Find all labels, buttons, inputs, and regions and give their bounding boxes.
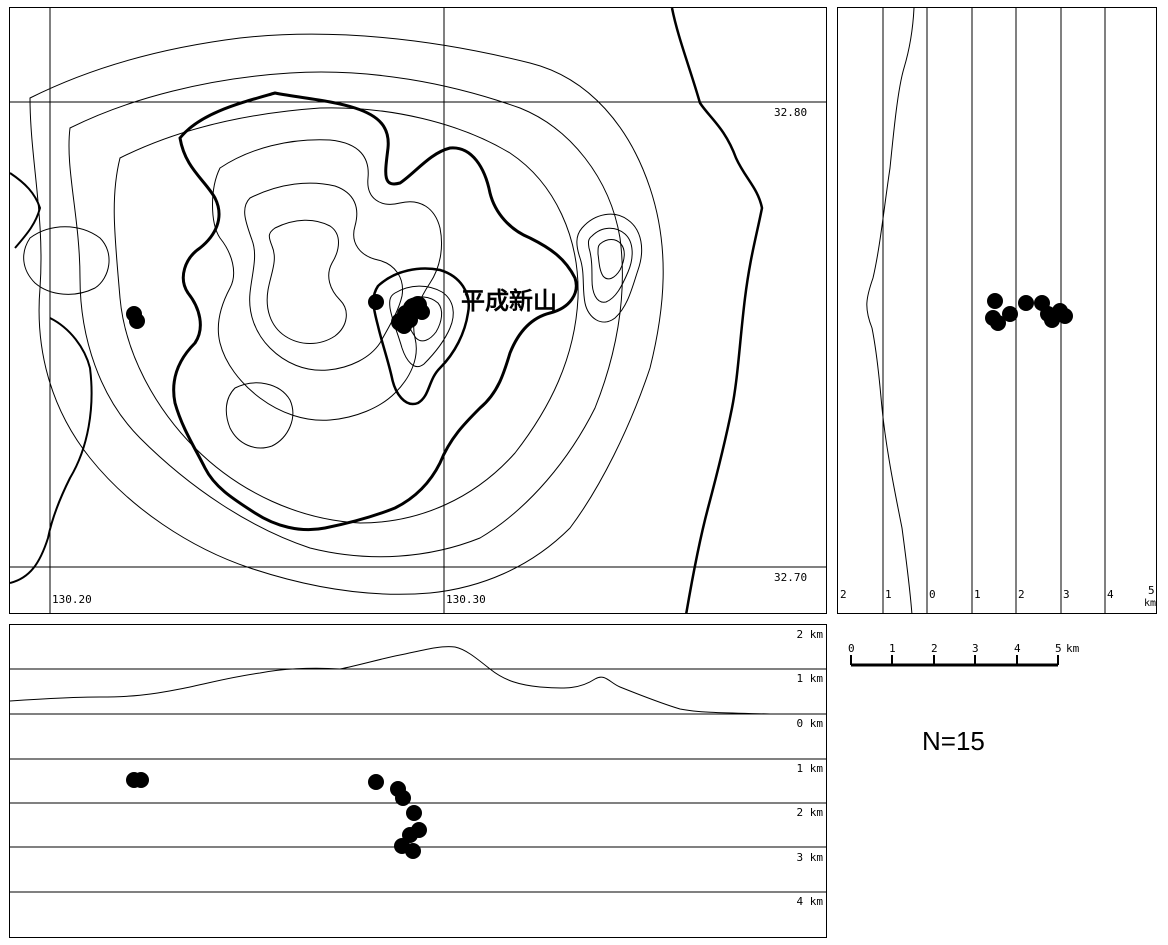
epicenter [129, 313, 145, 329]
depth-section-plot [10, 646, 826, 893]
ns-tick-label: 0 [929, 588, 936, 601]
event-count: N=15 [922, 726, 985, 756]
coastline-east [670, 8, 764, 613]
hypocenter [406, 805, 422, 821]
depth-label: 1 km [796, 762, 824, 775]
contour-dome-1 [372, 267, 471, 406]
contour-inner-1 [212, 139, 443, 421]
lat-label-3280: 32.80 [774, 106, 808, 119]
ns-tick-label: 2 [840, 588, 847, 601]
scale-tick-label: 5 [1055, 642, 1062, 655]
contour-outer-2 [68, 71, 623, 558]
contour-east-peak-2 [587, 227, 633, 303]
ns-unit-label: km [1144, 598, 1157, 609]
hypocenter [1002, 306, 1018, 322]
depth-hypocenters [126, 772, 427, 859]
contour-inner-3 [266, 219, 347, 344]
contour-main-thick [172, 91, 578, 532]
scale-unit-label: km [1066, 642, 1080, 655]
hypocenter [987, 293, 1003, 309]
depth-label: 3 km [796, 851, 824, 864]
contour-west-hill-2 [225, 382, 294, 449]
scale-tick-label: 0 [848, 642, 855, 655]
ns-tick-label: 1 [974, 588, 981, 601]
hypocenter [395, 790, 411, 806]
coastline-west-upper [10, 172, 42, 249]
hypocenter [1057, 308, 1073, 324]
hypocenter [402, 827, 418, 843]
epicenters [126, 294, 430, 334]
contour-east-peak-1 [576, 213, 643, 323]
hypocenter [405, 843, 421, 859]
scale-tick-label: 4 [1014, 642, 1021, 655]
scale-tick-label: 1 [889, 642, 896, 655]
ns-topography-profile [866, 8, 915, 613]
coastline-west-lower [10, 317, 93, 584]
contour-east-peak-3 [597, 239, 625, 280]
lon-label-13030: 130.30 [446, 593, 486, 606]
depth-label: 2 km [796, 628, 824, 641]
lat-label-3270: 32.70 [774, 571, 808, 584]
depth-label: 4 km [796, 895, 824, 908]
depth-label: 1 km [796, 672, 824, 685]
epicenter [414, 304, 430, 320]
contour-outer-1 [29, 33, 664, 595]
ns-tick-label: 1 [885, 588, 892, 601]
contour-dome-2 [389, 285, 454, 368]
epicenter [368, 294, 384, 310]
ns-hypocenters [985, 293, 1073, 331]
lon-label-13020: 130.20 [52, 593, 92, 606]
ns-cross-section: 2 1 0 1 2 3 4 5 km [837, 7, 1157, 614]
hypocenter [368, 774, 384, 790]
contour-west-hill [23, 226, 110, 295]
hypocenter [133, 772, 149, 788]
place-label-heisei-shinzan: 平成新山 [461, 287, 557, 315]
scale-bar-graphic [850, 655, 1059, 667]
hypocenter [990, 315, 1006, 331]
hypocenter [1018, 295, 1034, 311]
contour-outer-3 [113, 107, 579, 524]
ns-tick-label: 4 [1107, 588, 1114, 601]
topographic-contours [10, 8, 826, 613]
depth-label: 0 km [796, 717, 824, 730]
ns-tick-label: 5 [1148, 584, 1155, 597]
ew-topography-profile [10, 646, 771, 715]
ns-tick-label: 2 [1018, 588, 1025, 601]
scale-tick-label: 2 [931, 642, 938, 655]
scale-tick-label: 3 [972, 642, 979, 655]
scale-bar: 0 1 2 3 4 5 km [846, 643, 1086, 673]
contour-inner-2 [244, 182, 404, 371]
depth-label: 2 km [796, 806, 824, 819]
epicenter [402, 312, 418, 328]
ns-section-plot [866, 8, 1106, 613]
epicenter-map: 32.80 32.70 130.20 130.30 平成新山 [9, 7, 827, 614]
ns-tick-label: 3 [1063, 588, 1070, 601]
depth-cross-section: 2 km 1 km 0 km 1 km 2 km 3 km 4 km [9, 624, 827, 938]
